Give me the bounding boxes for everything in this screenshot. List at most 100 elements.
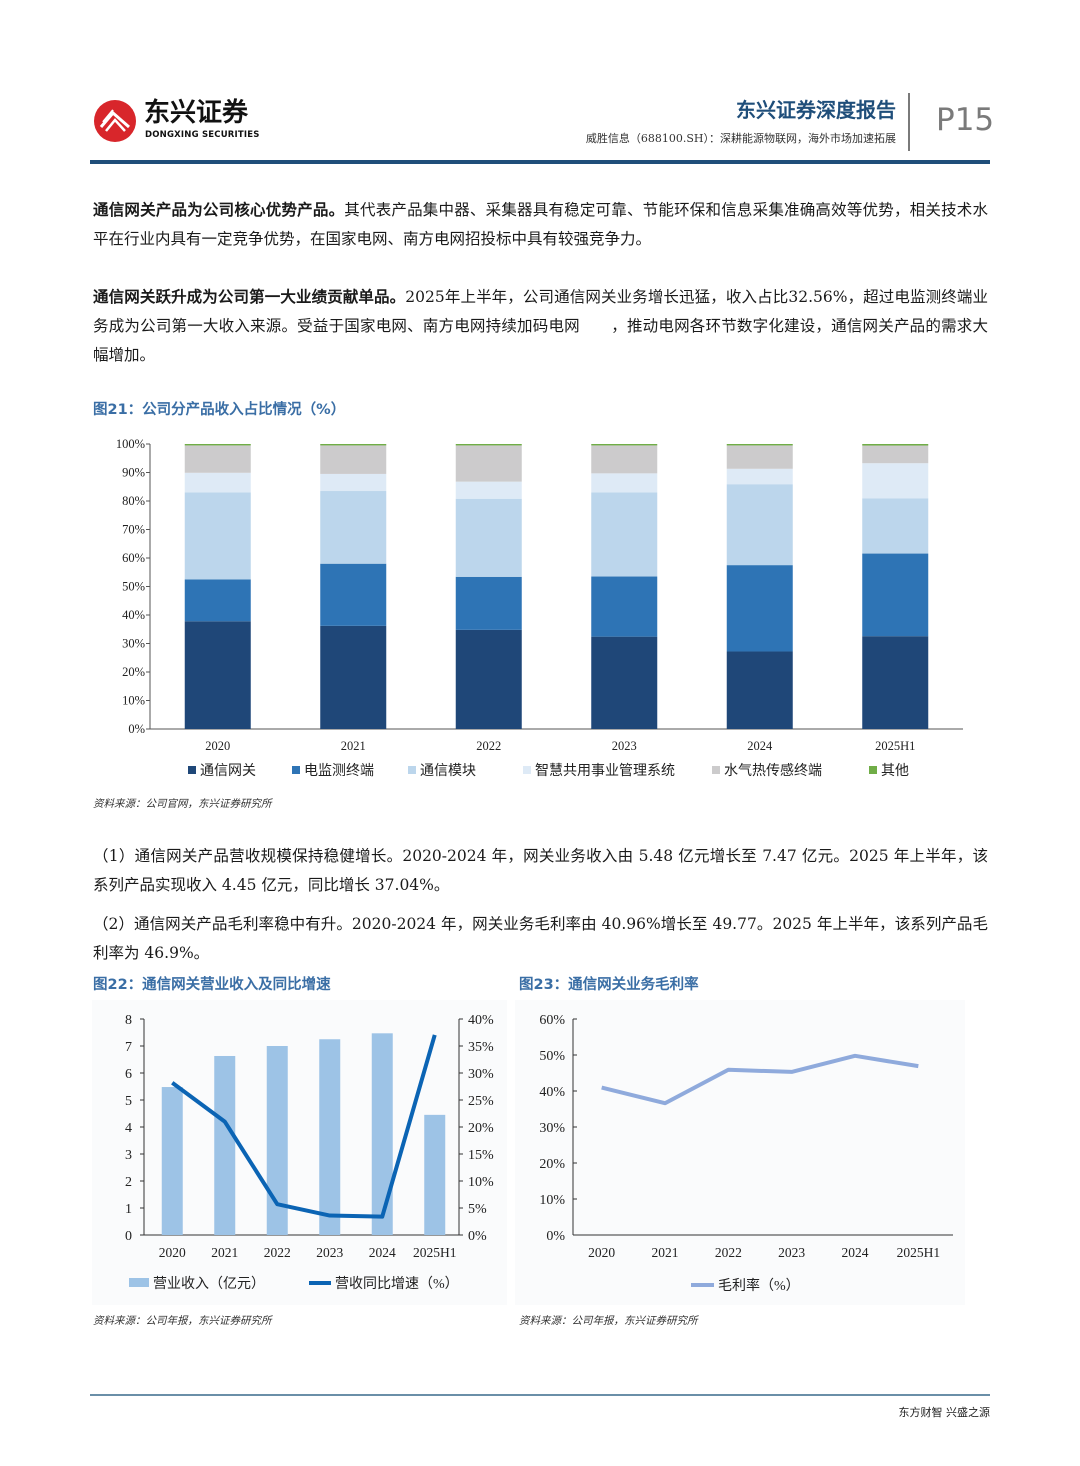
svg-text:营业收入（亿元）: 营业收入（亿元） — [153, 1276, 265, 1292]
header-rule — [90, 160, 990, 164]
legend-item: 智慧共用事业管理系统 — [523, 763, 675, 779]
y-tick-label: 10% — [539, 1193, 565, 1208]
fig21-source: 资料来源：公司官网，东兴证券研究所 — [93, 798, 272, 810]
bar-segment — [726, 484, 793, 566]
bar-segment — [591, 636, 658, 729]
y-tick-label: 70% — [122, 523, 145, 537]
bar-segment — [726, 468, 793, 485]
y2-tick-label: 35% — [468, 1040, 494, 1055]
bar-segment — [862, 636, 929, 729]
svg-text:智慧共用事业管理系统: 智慧共用事业管理系统 — [535, 763, 675, 779]
bar-segment — [591, 473, 658, 493]
x-tick-label: 2022 — [715, 1245, 742, 1260]
legend-swatch — [408, 766, 416, 774]
svg-text:通信模块: 通信模块 — [420, 763, 476, 779]
y-tick-label: 1 — [125, 1202, 132, 1217]
bar-segment — [184, 492, 251, 580]
logo-text-en: DONGXING SECURITIES — [145, 130, 260, 140]
bar-segment — [726, 444, 793, 446]
company-logo: 东兴证券 DONGXING SECURITIES — [94, 98, 264, 144]
x-tick-label: 2021 — [211, 1245, 238, 1260]
fig21-title: 图21：公司分产品收入占比情况（%） — [93, 402, 346, 418]
fig23-source: 资料来源：公司年报，东兴证券研究所 — [519, 1315, 698, 1327]
legend-item: 毛利率（%） — [691, 1277, 800, 1294]
y-tick-label: 40% — [539, 1085, 565, 1100]
legend-item: 营收同比增速（%） — [309, 1276, 459, 1292]
bar-segment — [726, 445, 793, 469]
y-tick-label: 2 — [125, 1175, 132, 1190]
y-tick-label: 30% — [122, 637, 145, 651]
bar-segment — [591, 444, 658, 446]
bar-segment — [320, 563, 387, 626]
bar-segment — [591, 576, 658, 637]
legend-swatch — [523, 766, 531, 774]
legend-swatch — [712, 766, 720, 774]
x-tick-label: 2022 — [264, 1245, 291, 1260]
x-tick-label: 2020 — [205, 739, 230, 753]
fig22-source: 资料来源：公司年报，东兴证券研究所 — [93, 1315, 272, 1327]
margin-line — [601, 1053, 919, 1106]
paragraph-lead: 通信网关产品为公司核心优势产品。 — [93, 201, 345, 219]
legend-item: 营业收入（亿元） — [129, 1276, 265, 1292]
paragraph-lead: 通信网关跃升成为公司第一大业绩贡献单品。 — [93, 288, 406, 306]
y-tick-label: 8 — [125, 1013, 132, 1028]
revenue-bar — [424, 1114, 446, 1235]
paragraph-revenue: （1）通信网关产品营收规模保持稳健增长。2020-2024 年，网关业务收入由 … — [93, 842, 988, 900]
y2-tick-label: 0% — [468, 1229, 487, 1244]
x-tick-label: 2023 — [778, 1245, 805, 1260]
footer-slogan: 东方财智 兴盛之源 — [898, 1406, 991, 1419]
y2-tick-label: 5% — [468, 1202, 487, 1217]
bar-segment — [320, 445, 387, 474]
x-tick-label: 2024 — [369, 1245, 396, 1260]
paragraph-body: （1）通信网关产品营收规模保持稳健增长。2020-2024 年，网关业务收入由 … — [93, 847, 988, 894]
paragraph-body: 2025年上半年，公司通信网关业务增长迅猛，收入占比32.56%，超过电监测终端… — [93, 288, 988, 364]
x-tick-label: 2023 — [612, 739, 637, 753]
bar-segment — [455, 444, 522, 446]
bar-segment — [862, 498, 929, 554]
y-tick-label: 40% — [122, 608, 145, 622]
page-number: P15 — [936, 102, 995, 138]
legend-item: 电监测终端 — [292, 763, 374, 779]
y-tick-label: 5 — [125, 1094, 132, 1109]
y-tick-label: 20% — [122, 665, 145, 679]
bar-segment — [862, 444, 929, 446]
bar-segment — [184, 444, 251, 446]
x-tick-label: 2023 — [316, 1245, 343, 1260]
report-subtitle: 威胜信息（688100.SH）：深耕能源物联网，海外市场加速拓展 — [585, 132, 896, 145]
paragraph-top-product: 通信网关跃升成为公司第一大业绩贡献单品。2025年上半年，公司通信网关业务增长迅… — [93, 283, 988, 370]
y-tick-label: 80% — [122, 494, 145, 508]
x-tick-label: 2020 — [588, 1245, 615, 1260]
y-tick-label: 50% — [539, 1049, 565, 1064]
x-tick-label: 2021 — [652, 1245, 679, 1260]
bar-segment — [455, 576, 522, 630]
y2-tick-label: 20% — [468, 1121, 494, 1136]
x-tick-label: 2025H1 — [875, 739, 915, 753]
bar-segment — [455, 629, 522, 729]
bar-segment — [455, 498, 522, 577]
svg-text:通信网关: 通信网关 — [200, 763, 256, 779]
y-tick-label: 7 — [125, 1040, 132, 1055]
y-tick-label: 50% — [122, 580, 145, 594]
paragraph-margin: （2）通信网关产品毛利率稳中有升。2020-2024 年，网关业务毛利率由 40… — [93, 910, 988, 968]
logo-text-cn: 东兴证券 — [144, 98, 249, 128]
paragraph-body: （2）通信网关产品毛利率稳中有升。2020-2024 年，网关业务毛利率由 40… — [93, 915, 988, 962]
svg-text:其他: 其他 — [881, 763, 909, 779]
bar-segment — [862, 445, 929, 464]
page-header: 东兴证券 DONGXING SECURITIES 东兴证券深度报告 威胜信息（6… — [90, 88, 994, 164]
fig23-title: 图23：通信网关业务毛利率 — [519, 977, 699, 993]
bar-segment — [320, 625, 387, 729]
svg-text:毛利率（%）: 毛利率（%） — [718, 1277, 800, 1294]
bar-segment — [862, 463, 929, 499]
bar-segment — [184, 472, 251, 493]
x-tick-label: 2024 — [747, 739, 773, 753]
x-tick-label: 2024 — [842, 1245, 869, 1260]
bar-segment — [591, 445, 658, 474]
revenue-bar — [266, 1046, 288, 1235]
fig21-stacked-bar-chart: 0% 10% 20% 30% 40% 50% 60% 70% 80% 90% 100% 2020 202… — [116, 437, 963, 779]
legend-item: 其他 — [869, 763, 909, 779]
paragraph-body: 其代表产品集中器、采集器具有稳定可靠、节能环保和信息采集准确高效等优势，相关技术… — [93, 201, 988, 248]
y-tick-label: 100% — [116, 437, 145, 451]
fig22-combo-chart: 0 1 2 3 4 5 6 7 8 0% 5% 10% 15% 20% 25% 30% 35% 40% 2020 20… — [92, 1000, 507, 1305]
bar-segment — [184, 445, 251, 473]
svg-text:水气热传感终端: 水气热传感终端 — [724, 762, 822, 779]
